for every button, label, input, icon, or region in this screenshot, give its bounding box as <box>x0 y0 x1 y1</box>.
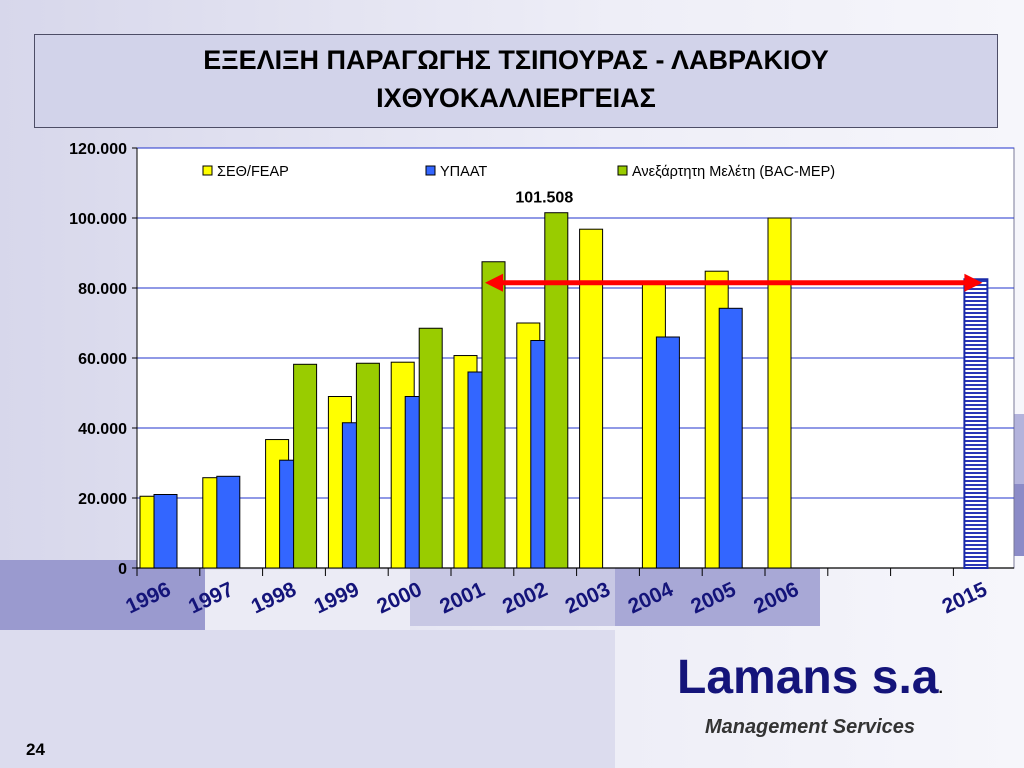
bar <box>767 217 792 569</box>
legend-label: ΣΕΘ/FEAP <box>217 164 289 180</box>
arrow-head-left <box>485 273 503 292</box>
brand-subtitle: Management Services <box>704 716 916 738</box>
legend-swatch <box>617 165 628 176</box>
y-tick-label: 20.000 <box>78 491 127 508</box>
y-tick-label: 120.000 <box>69 141 127 158</box>
bar <box>718 307 743 569</box>
decor-block <box>205 570 410 630</box>
data-label: 101.508 <box>515 190 573 207</box>
bar <box>963 278 989 569</box>
x-tick-label: 1997 <box>185 578 237 619</box>
decor-block <box>0 630 615 768</box>
x-tick-label: 2006 <box>750 578 802 619</box>
brand-dot: . <box>938 680 943 697</box>
page-number: 24 <box>26 740 45 759</box>
legend-label: ΥΠΑΑΤ <box>440 164 487 180</box>
brand-text: Lamans s.a <box>677 651 939 704</box>
bar <box>579 228 604 569</box>
legend-label: Ανεξάρτητη Μελέτη (BAC-MEP) <box>632 164 835 180</box>
x-tick-label: 2002 <box>499 578 551 619</box>
brand-name: Lamans s.a. <box>630 650 990 705</box>
bar <box>481 261 506 569</box>
bar <box>216 475 241 569</box>
bar <box>418 327 443 569</box>
title-line-2: ΙΧΘΥΟΚΑΛΛΙΕΡΓΕΙΑΣ <box>376 83 656 113</box>
title-line-1: ΕΞΕΛΙΞΗ ΠΑΡΑΓΩΓΗΣ ΤΣΙΠΟΥΡΑΣ - ΛΑΒΡΑΚΙΟΥ <box>203 45 829 75</box>
x-tick-label: 1996 <box>122 578 174 619</box>
legend-swatch <box>425 165 436 176</box>
x-tick-label: 2003 <box>562 578 614 619</box>
bar <box>293 363 318 569</box>
bar <box>355 362 380 569</box>
y-tick-label: 60.000 <box>78 351 127 368</box>
x-tick-label: 2001 <box>436 578 488 619</box>
y-tick-label: 40.000 <box>78 421 127 438</box>
bar <box>655 336 680 569</box>
bar <box>153 494 178 569</box>
x-tick-label: 2015 <box>939 578 991 619</box>
x-tick-label: 2000 <box>373 578 425 619</box>
x-tick-label: 1999 <box>311 578 363 619</box>
x-tick-label: 2005 <box>687 578 739 619</box>
legend-swatch <box>202 165 213 176</box>
title-box: ΕΞΕΛΙΞΗ ΠΑΡΑΓΩΓΗΣ ΤΣΙΠΟΥΡΑΣ - ΛΑΒΡΑΚΙΟΥ … <box>34 34 998 128</box>
y-tick-label: 80.000 <box>78 281 127 298</box>
decor-block <box>0 560 205 630</box>
bar <box>544 212 569 569</box>
y-tick-label: 0 <box>118 561 127 578</box>
x-tick-label: 2004 <box>625 578 677 619</box>
arrow-head-right <box>964 273 983 292</box>
y-tick-label: 100.000 <box>69 211 127 228</box>
x-tick-label: 1998 <box>248 578 300 619</box>
